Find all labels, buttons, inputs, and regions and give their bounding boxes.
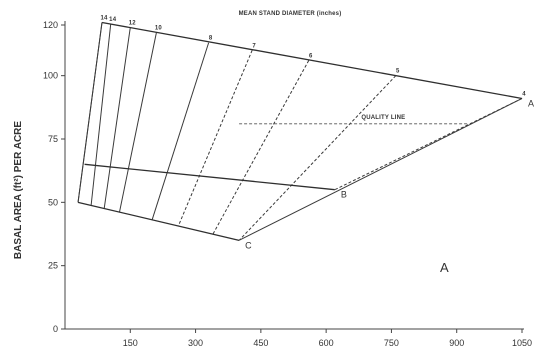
diameter-lines: 14 14 12 10 8 7 6 5 4 [77, 15, 526, 241]
x-tick-label: 900 [449, 338, 464, 348]
x-tick-label: 600 [319, 338, 334, 348]
diameter-label: 4 [522, 91, 526, 97]
stocking-line-a [101, 21, 523, 100]
stocking-line-label: B [341, 190, 347, 200]
y-tick-label: 120 [43, 20, 58, 30]
diameter-line [151, 42, 210, 221]
stocking-line-c [77, 201, 240, 241]
boundary-line [238, 98, 523, 241]
stocking-line-label: C [245, 240, 252, 250]
diameter-label: 14 [100, 15, 108, 21]
boundary-line [77, 22, 103, 203]
y-tick-label: 25 [48, 261, 58, 271]
diameter-line [90, 24, 112, 206]
y-tick-label: 0 [53, 324, 58, 334]
diameter-line [118, 32, 157, 213]
stocking-line-b [84, 163, 335, 191]
chart-title: MEAN STAND DIAMETER (inches) [239, 11, 342, 17]
diameter-label: 12 [129, 21, 137, 27]
diameter-label: 6 [309, 53, 313, 59]
x-tick-label: 300 [188, 338, 203, 348]
x-tick-label: 450 [253, 338, 268, 348]
diameter-label: 8 [209, 36, 213, 42]
diameter-label: 7 [252, 43, 256, 49]
diameter-line [177, 50, 253, 227]
panel-label: A [440, 260, 449, 275]
diameter-line [103, 27, 131, 209]
diameter-line [212, 60, 310, 235]
stocking-line-label: A [528, 98, 534, 108]
y-tick-label: 100 [43, 71, 58, 81]
y-axis-label: BASAL AREA (ft²) PER ACRE [13, 121, 24, 259]
y-tick-label: 50 [48, 197, 58, 207]
stocking-lines [77, 21, 523, 241]
diameter-label: 5 [396, 69, 400, 75]
quality-line-label: QUALITY LINE [361, 115, 405, 121]
diameter-line [238, 75, 397, 241]
diameter-label: 10 [155, 26, 163, 32]
chart-labels: MEAN STAND DIAMETER (inches) BASAL AREA … [13, 11, 534, 275]
diameter-label: 14 [109, 17, 117, 23]
x-tick-label: 150 [123, 338, 138, 348]
x-tick-label: 750 [384, 338, 399, 348]
x-tick-label: 1050 [512, 338, 532, 348]
y-tick-label: 75 [48, 134, 58, 144]
